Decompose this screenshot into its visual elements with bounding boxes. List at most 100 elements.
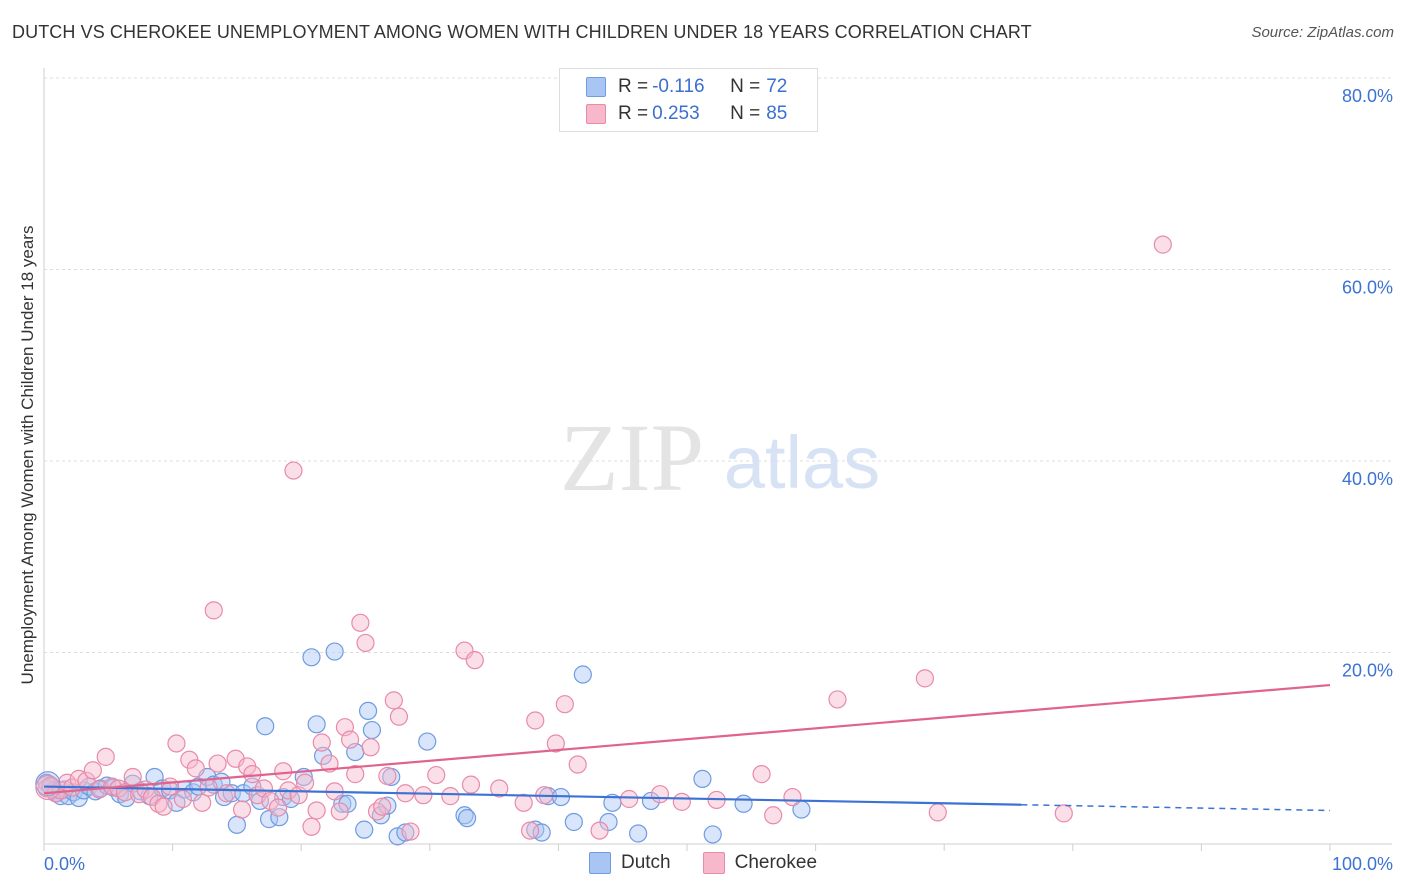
dutch-swatch-icon: [586, 77, 606, 97]
dutch-point: [629, 824, 648, 843]
cherokee-point: [149, 794, 168, 813]
legend-row-dutch: R = -0.116 N = 72: [586, 75, 787, 99]
axes: [43, 68, 1392, 851]
dutch-point: [455, 806, 474, 825]
dutch-point: [358, 701, 378, 721]
cherokee-point: [764, 806, 783, 825]
cherokee-point: [199, 778, 218, 797]
cherokee-point: [123, 767, 142, 787]
dutch-point: [418, 732, 437, 751]
cherokee-point: [514, 793, 533, 812]
bottom-legend-cherokee: Cherokee: [702, 852, 818, 874]
cherokee-point: [441, 787, 460, 806]
cherokee-point: [915, 669, 935, 688]
cherokee-point: [672, 792, 691, 811]
cherokee-point: [465, 651, 484, 670]
cherokee-point: [546, 734, 565, 753]
legend-n-label: N =: [730, 76, 761, 97]
cherokee-point: [232, 800, 252, 819]
legend-r-label: R =: [618, 103, 649, 124]
bottom-legend-cherokee-label: Cherokee: [734, 852, 818, 873]
legend-row-cherokee: R = 0.253 N = 85: [586, 102, 787, 126]
cherokee-r-value: 0.253: [652, 103, 700, 124]
watermark-zip: ZIP: [560, 404, 704, 511]
cherokee-point: [346, 765, 365, 784]
cherokee-point: [312, 733, 331, 752]
cherokee-point: [427, 765, 446, 785]
data-points: [35, 235, 1172, 846]
cherokee-point: [186, 759, 205, 778]
watermark-atlas: atlas: [724, 421, 880, 504]
dutch-point: [378, 796, 397, 815]
dutch-point: [734, 794, 753, 813]
cherokee-point: [361, 738, 380, 757]
cherokee-point: [284, 461, 303, 480]
dutch-point: [564, 812, 583, 832]
cherokee-point: [351, 613, 370, 632]
cherokee-point: [521, 821, 540, 840]
dutch-point: [703, 825, 722, 844]
cherokee-point: [590, 821, 609, 840]
cherokee-point: [1054, 804, 1073, 823]
dutch-point: [573, 665, 592, 684]
cherokee-point: [389, 707, 409, 726]
legend-r-label: R =: [618, 76, 649, 97]
tick-labels: 20.0% 40.0% 60.0% 80.0% 0.0% 100.0%: [44, 86, 1393, 874]
cherokee-point: [208, 754, 227, 773]
y-tick-label: 40.0%: [1342, 469, 1393, 489]
cherokee-point: [160, 777, 180, 796]
dutch-point: [355, 820, 374, 839]
dutch-square-icon: [588, 852, 611, 874]
source-label: Source: ZipAtlas.com: [1251, 24, 1394, 41]
cherokee-point: [356, 633, 375, 653]
cherokee-point: [828, 690, 847, 709]
cherokee-point: [783, 787, 802, 807]
legend: R = -0.116 N = 72 R = 0.253 N = 85: [559, 68, 818, 132]
cherokee-point: [555, 695, 574, 714]
y-tick-label: 20.0%: [1342, 661, 1393, 681]
y-tick-label: 80.0%: [1342, 86, 1393, 106]
dutch-point: [457, 809, 477, 828]
cherokee-point: [401, 822, 420, 841]
cherokee-point: [752, 765, 771, 784]
cherokee-trend-line: [43, 683, 1331, 795]
legend-n-label: N =: [730, 103, 761, 124]
cherokee-point: [526, 711, 545, 730]
dutch-point: [256, 717, 275, 736]
cherokee-swatch-icon: [586, 104, 606, 124]
dutch-point: [227, 815, 246, 834]
cherokee-point: [1153, 235, 1172, 254]
cherokee-point: [414, 786, 433, 805]
dutch-point: [302, 648, 321, 667]
dutch-point: [325, 642, 344, 661]
dutch-point: [338, 794, 357, 813]
dutch-point: [396, 823, 415, 842]
cherokee-point: [330, 802, 349, 821]
cherokee-point: [295, 773, 315, 792]
cherokee-point: [461, 775, 481, 794]
bottom-legend-dutch: Dutch: [588, 852, 671, 874]
cherokee-point: [217, 784, 236, 803]
cherokee-point: [154, 797, 173, 816]
dutch-trend-line: [43, 785, 1022, 806]
cherokee-n-value: 85: [766, 103, 788, 124]
trend-lines: [43, 683, 1331, 812]
cherokee-point: [928, 803, 947, 822]
dutch-point: [693, 769, 712, 788]
cherokee-point: [490, 779, 509, 798]
chart-title: DUTCH VS CHEROKEE UNEMPLOYMENT AMONG WOM…: [12, 22, 1032, 42]
dutch-n-value: 72: [766, 76, 788, 97]
bottom-legend-dutch-label: Dutch: [620, 852, 671, 873]
grid-lines: [44, 77, 1392, 653]
cherokee-point: [83, 761, 102, 780]
cherokee-point: [243, 765, 262, 784]
x-tick-label: 100.0%: [1332, 854, 1393, 874]
cherokee-square-icon: [702, 852, 725, 874]
dutch-trend-extension: [1021, 803, 1331, 812]
dutch-point: [532, 823, 551, 842]
cherokee-point: [373, 797, 392, 816]
cherokee-point: [378, 766, 397, 786]
cherokee-point: [307, 801, 326, 820]
cherokee-point: [340, 730, 360, 749]
